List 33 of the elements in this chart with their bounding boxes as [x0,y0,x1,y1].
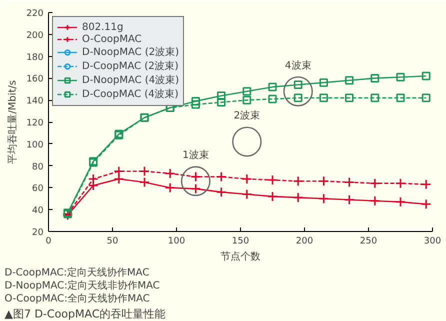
legend-label: D-NoopMAC (4波束) [82,74,179,87]
text: D-NoopMAC:定向天线非协作MAC [4,280,160,292]
annotation: 2波束 [234,110,260,122]
legend-label: D-NoopMAC (2波束) [82,46,179,59]
y-tick-label: 180 [26,52,44,63]
legend-label: D-CoopMAC (4波束) [82,88,178,101]
x-tick-label: 250 [360,236,378,246]
x-tick-label: 100 [168,236,186,246]
y-tick-label: 80 [32,162,44,172]
text: O-CoopMAC:全向天线协作MAC [4,292,150,304]
y-tick-label: 140 [26,96,44,107]
y-tick-label: 220 [26,9,44,19]
legend-label: D-CoopMAC (2波束) [82,60,178,73]
y-tick-label: 20 [32,228,44,238]
x-tick-label: 300 [424,236,442,246]
y-tick-label: 60 [32,184,44,194]
x-tick-label: 50 [106,236,118,246]
y-tick-label: 160 [26,74,44,85]
x-tick-label: 150 [232,236,250,246]
x-tick-label: 200 [296,236,314,246]
annotation: 4波束 [284,59,312,72]
y-tick-label: 200 [26,30,44,41]
y-axis-title: 平均吞吐量/Mbit/s [6,80,18,164]
y-tick-label: 40 [32,206,44,216]
legend-label: 802.11g [82,21,124,33]
x-tick-label: 0 [46,236,52,246]
y-tick-label: 120 [26,118,44,128]
text: D-CoopMAC:定向天线协作MAC [4,266,150,278]
y-tick-label: 100 [26,140,44,150]
annotation: 1波束 [182,149,209,162]
x-axis-title: 节点个数 [220,250,260,262]
legend-label: O-CoopMAC [82,33,142,45]
text: ▲图7 D-CoopMAC的吞吐量性能 [4,308,166,320]
